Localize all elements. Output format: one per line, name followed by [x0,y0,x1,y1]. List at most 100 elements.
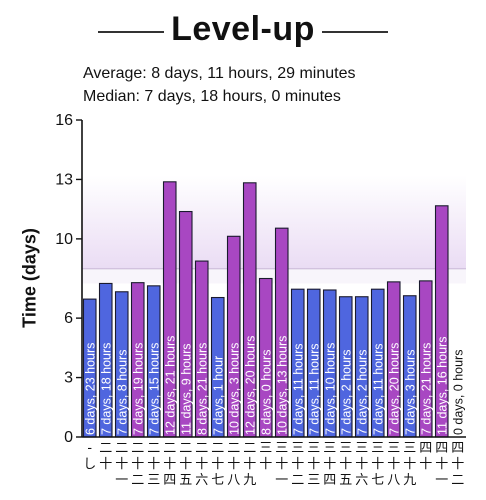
x-tick-label-8-2: 十 [195,457,208,472]
x-tick-label-2-1: 二 [99,441,112,456]
x-tick-label-14-3: 二 [291,473,304,488]
bar-label-11: 12 days, 20 hours [243,336,257,435]
bar-label-24: 0 days, 0 hours [451,350,465,435]
x-tick-label-10-3: 八 [227,473,240,488]
bar-label-7: 11 days, 9 hours [179,344,193,436]
x-tick-label-24-3: 二 [451,473,464,488]
x-tick-label-5-2: 十 [147,457,160,472]
x-tick-label-21-2: 十 [403,457,416,472]
x-tick-label-6-1: 二 [163,441,176,456]
bar-label-12: 8 days, 0 hours [259,350,273,435]
bar-label-15: 7 days, 11 hours [307,344,321,436]
bar-label-14: 7 days, 11 hours [291,344,305,436]
x-tick-label-3-2: 十 [115,457,128,472]
x-tick-label-8-3: 六 [195,473,208,488]
x-tick-label-10-1: 二 [227,441,240,456]
x-tick-label-5-3: 三 [147,473,160,488]
x-tick-label-1-2: し [83,457,96,472]
x-tick-label-22-1: 四 [419,441,432,456]
x-tick-label-4-1: 二 [131,441,144,456]
x-tick-label-16-2: 十 [323,457,336,472]
x-tick-label-20-2: 十 [387,457,400,472]
x-tick-label-23-3: 一 [435,473,448,488]
x-tick-label-13-3: 一 [275,473,288,488]
x-tick-label-8-1: 二 [195,441,208,456]
x-tick-label-7-3: 五 [179,473,192,488]
x-tick-label-24-1: 四 [451,441,464,456]
x-tick-label-17-2: 十 [339,457,352,472]
chart-header: Level-up [0,0,486,60]
x-tick-label-17-1: 三 [339,441,352,456]
bar-label-10: 10 days, 3 hours [227,343,241,435]
x-tick-label-15-1: 三 [307,441,320,456]
bar-label-23: 11 days, 16 hours [435,337,449,435]
x-tick-label-19-2: 十 [371,457,384,472]
x-tick-label-1-1: - [87,441,92,456]
y-tick-label-6: 6 [64,310,73,327]
title-left-rule [98,31,164,33]
x-tick-label-9-2: 十 [211,457,224,472]
x-tick-label-24-2: 十 [451,457,464,472]
bar-label-5: 7 days, 15 hours [147,343,161,435]
x-tick-label-19-3: 七 [371,473,384,488]
x-tick-label-15-3: 三 [307,473,320,488]
bar-label-22: 7 days, 21 hours [419,343,433,435]
x-tick-label-4-2: 十 [131,457,144,472]
x-tick-label-3-3: 一 [115,473,128,488]
average-stat: Average: 8 days, 11 hours, 29 minutes [83,65,356,82]
x-tick-label-11-1: 二 [243,441,256,456]
x-tick-label-9-3: 七 [211,473,224,488]
x-tick-label-5-1: 二 [147,441,160,456]
x-tick-label-22-2: 十 [419,457,432,472]
x-tick-label-2-2: 十 [99,457,112,472]
x-tick-label-14-2: 十 [291,457,304,472]
median-band [82,268,466,284]
bar-label-18: 7 days, 2 hours [355,350,369,435]
x-tick-label-6-2: 十 [163,457,176,472]
x-tick-label-6-3: 四 [163,473,176,488]
x-tick-label-18-2: 十 [355,457,368,472]
median-stat: Median: 7 days, 18 hours, 0 minutes [83,88,341,105]
x-tick-label-20-3: 八 [387,473,400,488]
x-tick-label-9-1: 二 [211,441,224,456]
x-tick-label-12-2: 十 [259,457,272,472]
y-tick-label-13: 13 [55,171,73,188]
y-tick-label-16: 16 [55,112,73,129]
x-tick-label-11-2: 十 [243,457,256,472]
x-tick-label-14-1: 三 [291,441,304,456]
y-tick-label-0: 0 [64,429,73,446]
bar-label-2: 7 days, 18 hours [99,343,113,435]
x-tick-label-10-2: 十 [227,457,240,472]
x-tick-label-16-1: 三 [323,441,336,456]
chart-title: Level-up [171,10,315,48]
x-tick-label-11-3: 九 [243,473,256,488]
bar-label-6: 12 days, 21 hours [163,336,177,435]
x-tick-label-4-3: 二 [131,473,144,488]
bar-label-19: 7 days, 11 hours [371,344,385,436]
average-band [82,175,466,269]
y-tick-label-10: 10 [55,231,73,248]
x-tick-label-23-1: 四 [435,441,448,456]
bar-label-1: 6 days, 23 hours [83,343,97,435]
title-right-rule [322,31,388,33]
x-tick-label-18-1: 三 [355,441,368,456]
x-tick-label-12-1: 三 [259,441,272,456]
x-tick-label-13-1: 三 [275,441,288,456]
x-tick-label-7-1: 二 [179,441,192,456]
x-tick-label-19-1: 三 [371,441,384,456]
x-tick-label-3-1: 二 [115,441,128,456]
x-tick-label-13-2: 十 [275,457,288,472]
x-tick-label-17-3: 五 [339,473,352,488]
bar-label-9: 7 days, 1 hour [211,356,225,435]
bar-label-21: 7 days, 3 hours [403,350,417,435]
x-tick-label-23-2: 十 [435,457,448,472]
x-tick-label-15-2: 十 [307,457,320,472]
bar-label-8: 8 days, 21 hours [195,343,209,435]
x-tick-label-21-1: 三 [403,441,416,456]
bar-label-3: 7 days, 8 hours [115,350,129,435]
bar-label-17: 7 days, 2 hours [339,350,353,435]
x-tick-label-21-3: 九 [403,473,416,488]
x-tick-label-7-2: 十 [179,457,192,472]
x-tick-label-18-3: 六 [355,473,368,488]
